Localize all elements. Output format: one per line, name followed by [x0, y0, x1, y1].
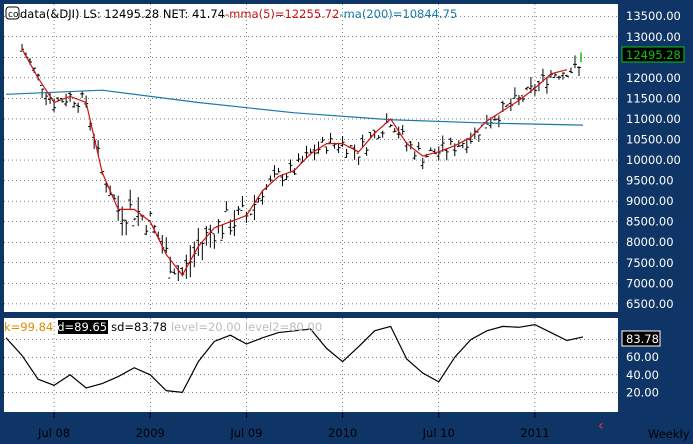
header-ls-value: 12495.28 [104, 7, 159, 21]
header-mma-value: 12255.72 [285, 7, 340, 21]
stoch-header: k=99.84 d=89.65 sd=83.78 level=20.00 level2=… [4, 320, 322, 334]
price-tick-label: 13500.00 [626, 9, 681, 23]
stoch-k-value: 99.84 [20, 320, 53, 334]
stoch-sd-line [5, 324, 584, 394]
price-tick-label: 8500.00 [626, 215, 674, 229]
x-tick-label: 2010 [328, 426, 357, 440]
stoch-sd-label: sd= [111, 320, 134, 334]
last-price-label: 12495.28 [626, 48, 681, 62]
ma200-line [5, 89, 584, 126]
stoch-level2-value: 80.00 [289, 320, 322, 334]
header-net-label: NET: [159, 7, 192, 21]
header-net-value: 41.74 [192, 7, 225, 21]
x-tick-label: 2011 [520, 426, 549, 440]
stoch-last-label: 83.78 [626, 332, 659, 346]
x-axis: Jul 08 2009 Jul 09 2010 Jul 10 2011 [37, 412, 550, 440]
price-tick-label: 11000.00 [626, 112, 681, 126]
price-tick-label: 7000.00 [626, 276, 674, 290]
stoch-tick-label: 40.00 [626, 368, 659, 382]
stoch-level2-label: level2= [245, 320, 289, 334]
price-grid [4, 4, 618, 312]
header-ma-value: 10844.75 [402, 7, 457, 21]
header-ma-label: -ma(200)= [339, 7, 402, 21]
x-tick-label: Jul 09 [229, 426, 262, 440]
x-tick-label: Jul 08 [37, 426, 70, 440]
stoch-header-text: k=99.84 d=89.65 sd=83.78 level=20.00 level2=… [4, 320, 322, 334]
price-tick-label: 11500.00 [626, 91, 681, 105]
d-value-highlight [58, 320, 108, 334]
price-header: co data(&DJI) LS: 12495.28 NET: 41.74-mm… [5, 6, 457, 21]
stoch-level1-value: 20.00 [208, 320, 241, 334]
x-tick-label: 2009 [136, 426, 165, 440]
price-tick-label: 7500.00 [626, 256, 674, 270]
price-tick-label: 8000.00 [626, 235, 674, 249]
price-header-text: data(&DJI) LS: 12495.28 NET: 41.74-mma(5… [20, 7, 457, 21]
stoch-d-label: d= [57, 320, 74, 334]
price-tick-label: 12000.00 [626, 71, 681, 85]
price-tick-label: 9500.00 [626, 174, 674, 188]
price-panel [4, 4, 618, 312]
stoch-k-label: k= [4, 320, 20, 334]
x-tick-label: Jul 10 [422, 426, 455, 440]
price-tick-label: 9000.00 [626, 194, 674, 208]
period-label: Weekly [648, 427, 690, 441]
stoch-d-value: 89.65 [74, 320, 107, 334]
stoch-tick-label: 20.00 [626, 385, 659, 399]
stoch-sd-value: 83.78 [134, 320, 167, 334]
price-tick-label: 10500.00 [626, 133, 681, 147]
co-badge-icon [5, 6, 20, 20]
stoch-tick-label: 60.00 [626, 350, 659, 364]
scroll-left-chevron-icon[interactable]: ‹ [598, 418, 604, 434]
stoch-level1-label: level= [171, 320, 208, 334]
price-tick-label: 13000.00 [626, 30, 681, 44]
last-price-box [621, 46, 685, 63]
header-mma-label: -mma(5)= [225, 7, 285, 21]
price-tick-label: 6500.00 [626, 297, 674, 311]
header-prefix: data(&DJI) LS: [20, 7, 104, 21]
mma5-line [21, 48, 568, 277]
co-badge-letter: co [8, 10, 19, 20]
price-tick-label: 10000.00 [626, 153, 681, 167]
stoch-last-box [621, 330, 661, 347]
